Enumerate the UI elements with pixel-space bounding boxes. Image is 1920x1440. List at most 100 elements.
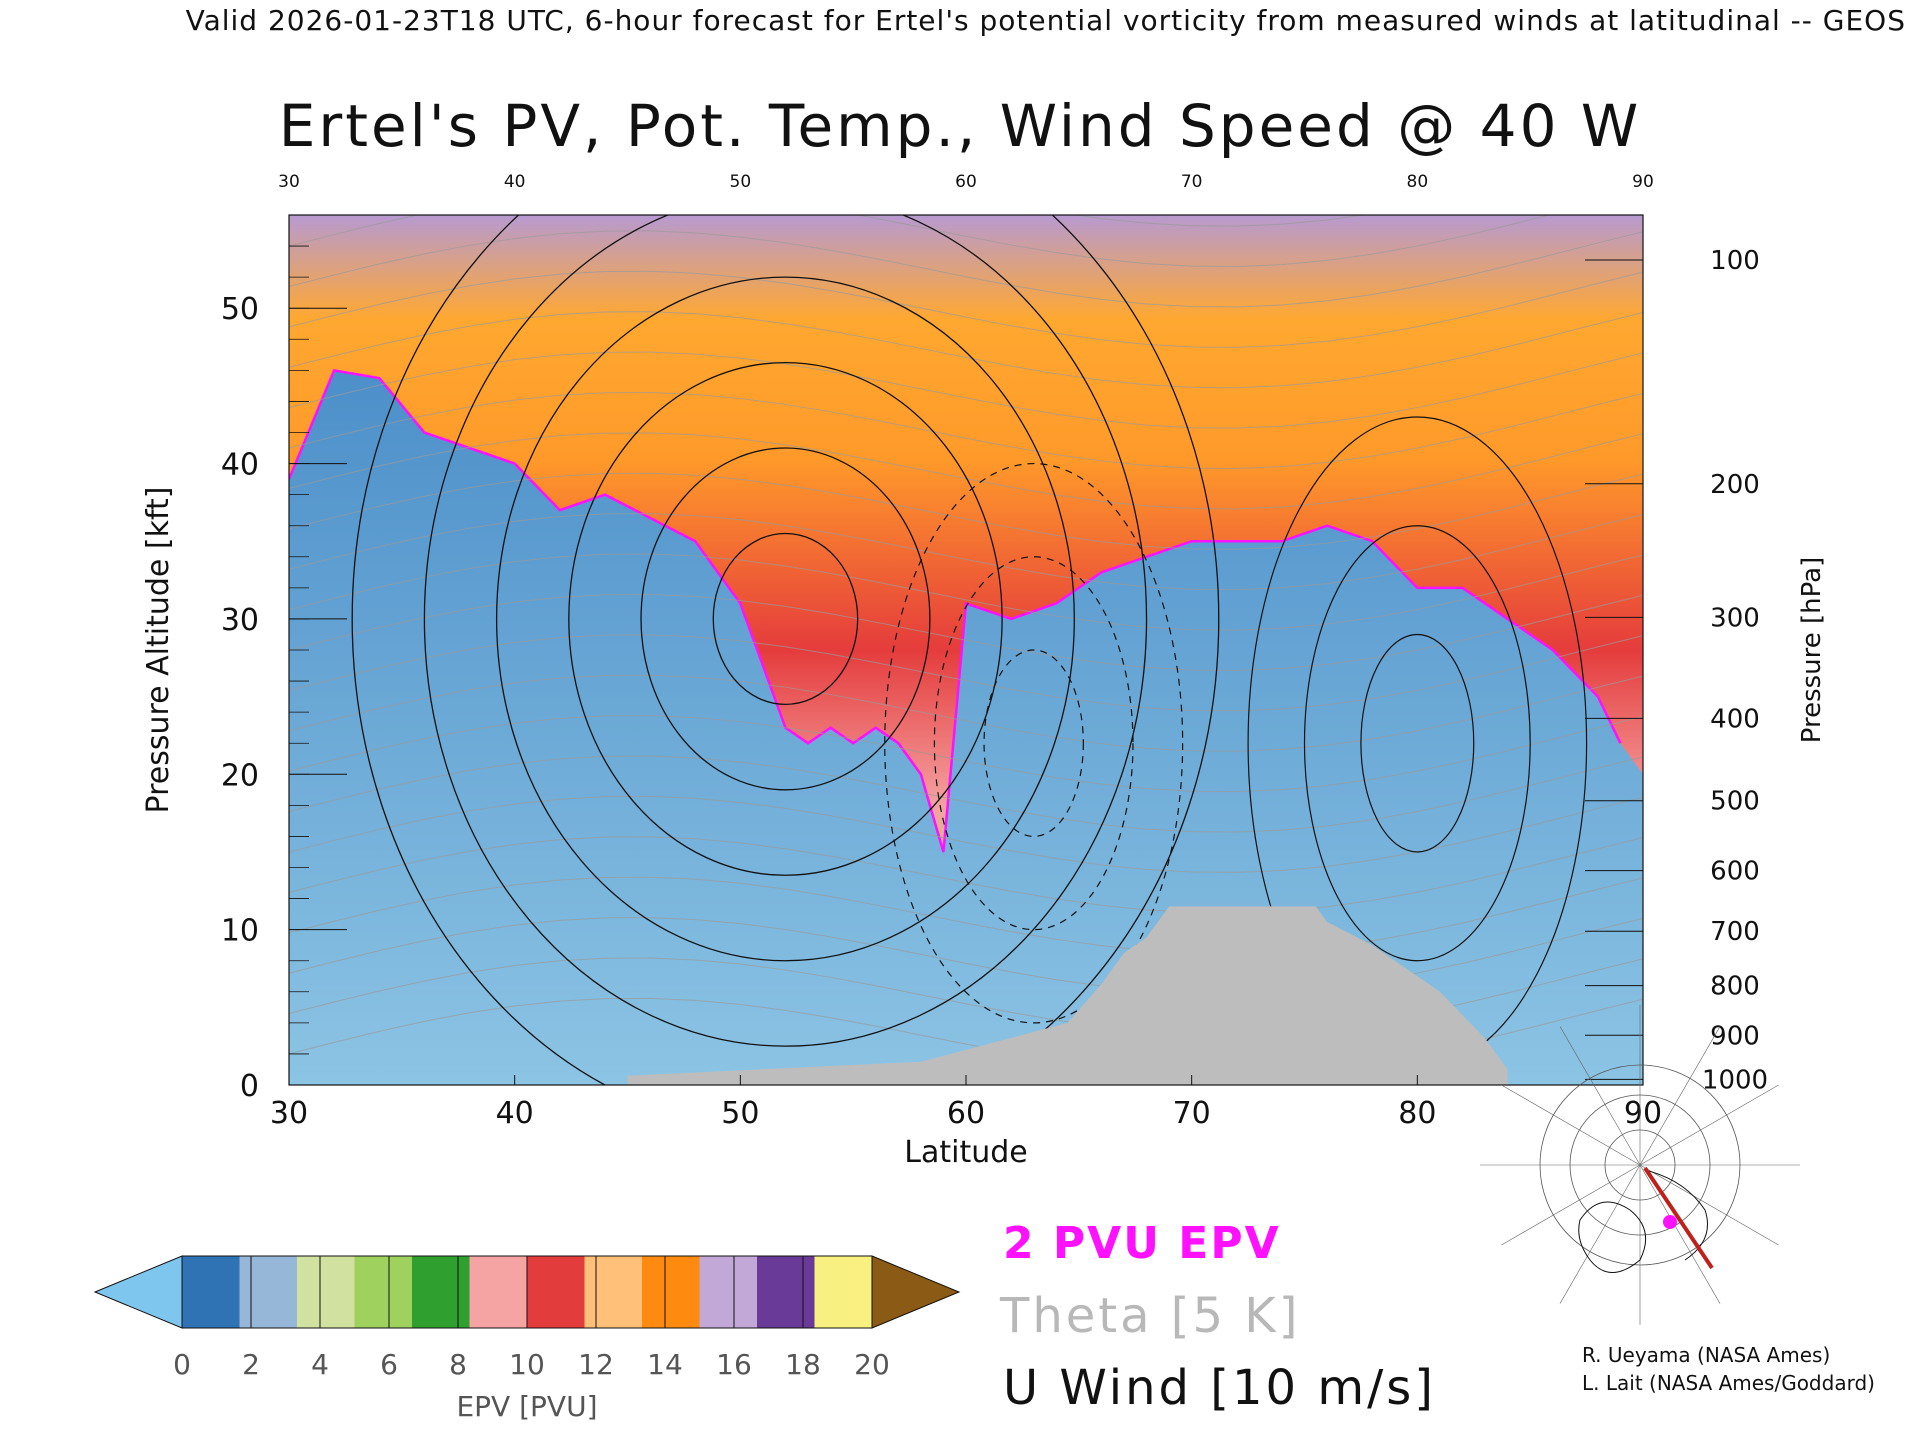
x-tick-label: 70 [1173,1096,1211,1131]
colorbar-tick-label: 4 [311,1348,329,1381]
colorbar-tick-label: 14 [647,1348,683,1381]
x-top-tick-label: 70 [1181,172,1203,192]
colorbar-cell [642,1256,700,1328]
colorbar-tick-label: 18 [785,1348,821,1381]
theta-contour [289,513,1643,591]
colorbar-cell [182,1256,240,1328]
colorbar-cell [469,1256,528,1328]
colorbar-cell [814,1256,873,1328]
x-top-tick-label: 40 [504,172,526,192]
legend-theta: Theta [5 K] [1000,1288,1301,1344]
x-top-tick-label: 80 [1407,172,1429,192]
map-meridian [1639,1164,1779,1246]
theta-contour [289,634,1643,712]
colorbar-cell [297,1256,355,1328]
colorbar-cell [584,1256,643,1328]
colorbar-tick-label: 8 [449,1348,467,1381]
uwind-contour [640,447,931,791]
uwind-contour [1303,525,1531,962]
theta-contour [289,755,1643,833]
x-axis-label: Latitude [904,1135,1027,1170]
colorbar-cell [757,1256,815,1328]
map-meridian [1501,1164,1641,1246]
uwind-neg-contour [933,556,1134,931]
uwind-contour [1360,633,1475,853]
y-axis-label: Pressure Altitude [kft] [141,487,176,814]
y-tick-label: 0 [240,1069,259,1104]
uwind-contour [423,215,1148,1047]
map-meridian [1501,1084,1641,1166]
colorbar-min-arrow [93,1255,183,1329]
pv-2pvu-line [289,368,1622,853]
map-meridian [1639,1084,1779,1166]
colorbar-label: EPV [PVU] [456,1390,597,1423]
colorbar-tick-label: 2 [242,1348,260,1381]
colorbar-tick-label: 6 [380,1348,398,1381]
colorbar-tick-label: 20 [854,1348,890,1381]
theta-contour [289,391,1643,469]
colorbar-cell [239,1256,298,1328]
y-tick-label: 40 [221,448,259,483]
colorbar-cell [412,1256,470,1328]
map-meridian [1639,1164,1721,1304]
uwind-contour [351,215,1220,1085]
legend-2pvu: 2 PVU EPV [1003,1218,1281,1269]
cross-section-track [1643,1166,1714,1270]
x-tick-label: 30 [270,1096,308,1131]
uwind-contours [351,215,1588,1085]
theta-contour [289,472,1643,550]
x-tick-label: 40 [496,1096,534,1131]
theta-contour [289,215,1552,268]
p-tick-label: 700 [1710,917,1760,947]
y-tick-label: 10 [221,914,259,949]
p-tick-label: 900 [1710,1021,1760,1051]
p-tick-label: 200 [1710,470,1760,500]
x-top-tick-label: 60 [955,172,977,192]
colorbar-cell [354,1256,413,1328]
theta-contour [289,432,1643,510]
y-tick-label: 50 [221,292,259,327]
p-tick-label: 500 [1710,787,1760,817]
p-tick-label: 300 [1710,603,1760,633]
theta-contour [289,674,1643,752]
colorbar-tick-label: 12 [578,1348,614,1381]
uwind-neg-contour [983,649,1084,838]
x-tick-label: 80 [1398,1096,1436,1131]
theta-contour [289,876,1643,954]
colorbar-max-arrow [871,1255,961,1329]
map-marker [1663,1215,1677,1229]
uwind-contour [712,532,859,706]
p-tick-label: 100 [1710,246,1760,276]
x-top-tick-label: 30 [278,172,300,192]
map-meridian [1559,1026,1641,1166]
theta-contour [289,311,1643,389]
p-axis-label: Pressure [hPa] [1797,557,1827,744]
colorbar-cell [699,1256,758,1328]
map-coastline [1578,1201,1647,1273]
p-tick-label: 400 [1710,704,1760,734]
colorbar-tick-label: 10 [509,1348,545,1381]
theta-contour [289,270,1643,348]
colorbar-tick-label: 16 [716,1348,752,1381]
p-tick-label: 1000 [1702,1065,1768,1095]
uwind-contour [495,276,1075,962]
header-text: Valid 2026-01-23T18 UTC, 6-hour forecast… [185,4,1906,37]
uwind-contour [568,361,1003,876]
x-top-tick-label: 50 [730,172,752,192]
theta-contour [289,593,1643,671]
map-meridian [1639,1026,1721,1166]
p-tick-label: 600 [1710,857,1760,887]
y-tick-label: 20 [221,758,259,793]
map-meridian [1559,1164,1641,1304]
y-tick-label: 30 [221,603,259,638]
credit-1: R. Ueyama (NASA Ames) [1582,1343,1831,1367]
x-top-tick-label: 90 [1632,172,1654,192]
theta-contour [289,836,1643,914]
theta-contour [289,553,1643,631]
credit-2: L. Lait (NASA Ames/Goddard) [1582,1371,1875,1395]
x-tick-label: 60 [947,1096,985,1131]
p-tick-label: 800 [1710,972,1760,1002]
colorbar-tick-label: 0 [173,1348,191,1381]
theta-contour [289,351,1643,429]
